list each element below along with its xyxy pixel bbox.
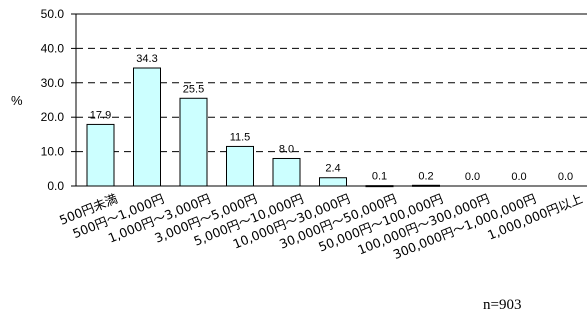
bar (226, 145, 254, 187)
sample-size-note: n=903 (483, 297, 521, 313)
y-tick-label: 50.0 (41, 7, 65, 21)
bar (179, 97, 208, 187)
bars (86, 67, 440, 188)
bar (319, 177, 347, 187)
bar (365, 185, 394, 188)
bar (133, 67, 161, 187)
bar (412, 184, 440, 187)
data-label: 0.0 (511, 171, 526, 183)
data-label: 34.3 (136, 53, 157, 65)
data-label: 25.5 (183, 83, 204, 95)
y-tick-label: 20.0 (41, 110, 65, 124)
data-label: 0.1 (372, 171, 387, 183)
data-label: 0.0 (465, 171, 480, 183)
data-label: 8.0 (279, 143, 294, 155)
y-tick-label: 0.0 (47, 179, 64, 193)
y-tick-labels: 0.0 10.0 20.0 30.0 40.0 50.0 (41, 7, 65, 193)
y-tick-label: 30.0 (41, 76, 65, 90)
data-label: 2.4 (325, 163, 340, 175)
gridlines (76, 47, 587, 153)
data-label: 0.0 (558, 171, 573, 183)
y-tick-label: 10.0 (41, 145, 65, 159)
category-labels: 500円未満500円～1,000円1,000円～3,000円3,000円～5,0… (57, 191, 585, 262)
value-labels: 17.9 34.3 25.5 11.5 8.0 2.4 0.1 0.2 0.0 0.0 0.0 (90, 53, 573, 183)
data-label: 17.9 (90, 109, 111, 121)
y-axis-title: % (11, 93, 23, 108)
data-label: 11.5 (230, 131, 251, 143)
data-label: 0.2 (418, 170, 433, 182)
bar (86, 123, 115, 187)
bar (272, 157, 301, 187)
y-tick-label: 40.0 (41, 41, 65, 55)
